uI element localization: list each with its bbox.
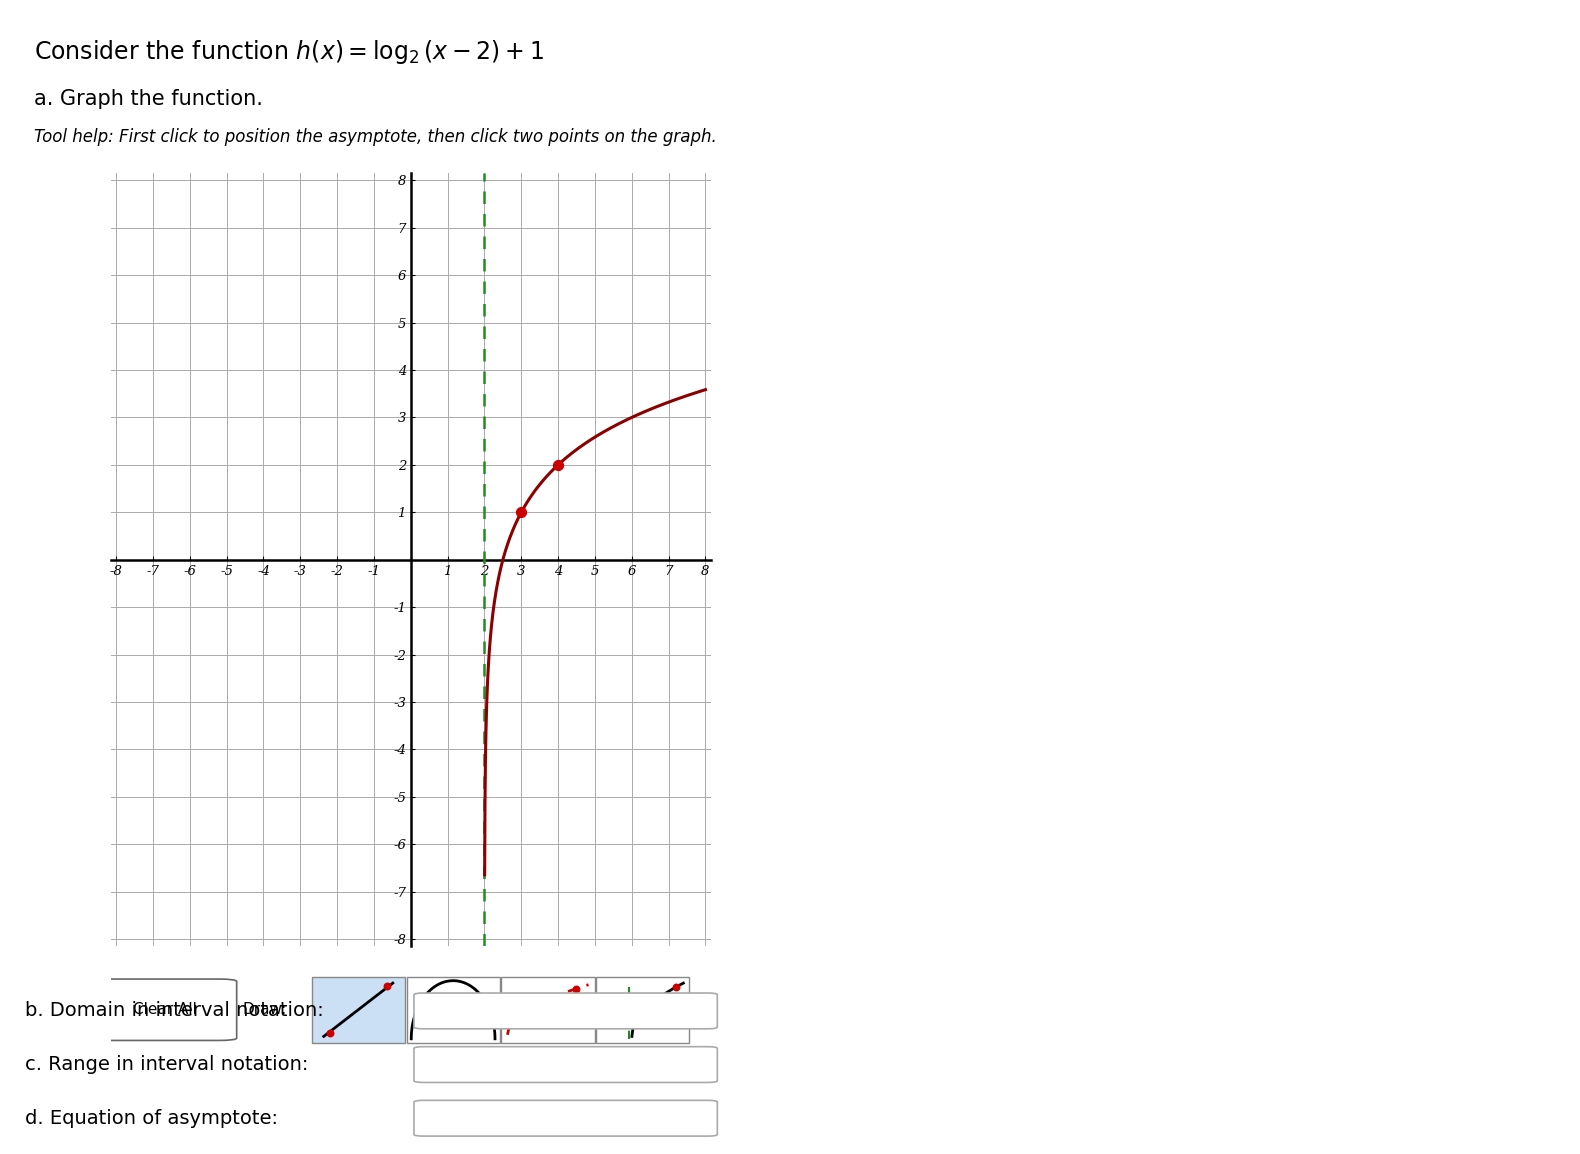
Text: Draw:: Draw: [243,1003,288,1017]
Bar [596,976,689,1043]
FancyBboxPatch shape [414,1101,717,1136]
Point [318,1024,343,1042]
Text: Consider the function $h(x) = \log_2(x - 2) + 1$: Consider the function $h(x) = \log_2(x -… [35,38,544,66]
Point [564,980,589,998]
Bar [501,976,594,1043]
Text: c. Range in interval notation:: c. Range in interval notation: [25,1055,308,1074]
Text: b. Domain in interval notation:: b. Domain in interval notation: [25,1002,324,1020]
FancyBboxPatch shape [414,992,717,1029]
Point [476,997,501,1016]
Point [545,456,570,474]
Text: a. Graph the function.: a. Graph the function. [35,89,264,108]
Point [627,1005,653,1024]
Point [408,995,433,1013]
FancyBboxPatch shape [414,1047,717,1082]
Point [374,977,400,996]
Bar [311,976,404,1043]
Point [509,503,534,522]
Point [664,979,689,997]
Bar [406,976,499,1043]
Text: d. Equation of asymptote:: d. Equation of asymptote: [25,1109,278,1127]
Text: Tool help: First click to position the asymptote, then click two points on the g: Tool help: First click to position the a… [35,128,717,147]
Text: Clear All: Clear All [133,1003,196,1017]
Point [509,1005,534,1024]
FancyBboxPatch shape [93,979,237,1041]
